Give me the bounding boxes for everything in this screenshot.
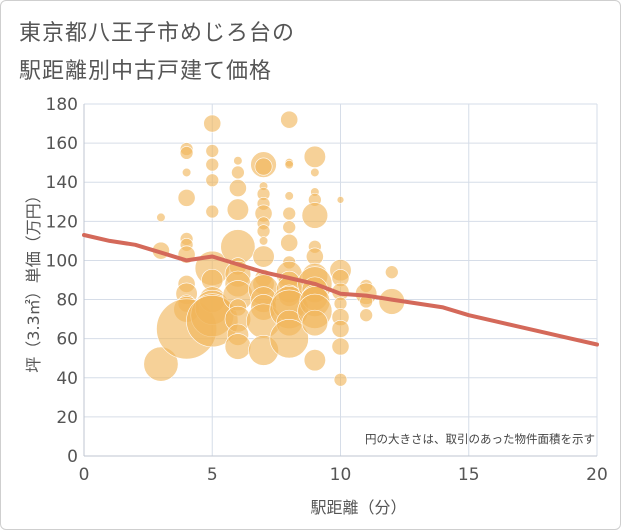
bubble-point	[331, 319, 350, 338]
x-tick-label: 10	[330, 465, 352, 485]
bubble-point	[256, 224, 271, 238]
bubble-point	[303, 145, 326, 168]
y-tick-label: 100	[46, 251, 78, 271]
bubble-point	[177, 188, 196, 207]
bubble-point	[203, 114, 222, 133]
bubble-point	[301, 309, 329, 337]
y-tick-label: 80	[56, 291, 78, 311]
bubble-point	[331, 337, 350, 356]
x-tick-labels: 0 5 10 15 20	[79, 465, 608, 485]
bubble-point	[284, 160, 294, 170]
bubble-point	[282, 220, 296, 234]
bubble-point	[205, 144, 220, 158]
bubble-point	[179, 146, 194, 160]
bubble-point	[269, 319, 309, 359]
x-tick-label: 20	[586, 465, 608, 485]
bubble-point	[280, 233, 299, 252]
bubble-layer	[143, 110, 405, 387]
bubble-point	[252, 245, 275, 268]
bubble-point	[305, 247, 324, 266]
bubble-point	[280, 110, 299, 129]
y-axis-title: 坪（3.3㎡）単価（万円）	[24, 187, 43, 372]
x-axis-title: 駅距離（分）	[310, 498, 406, 517]
bubble-point	[333, 296, 348, 311]
y-tick-label: 0	[67, 447, 78, 467]
bubble-point	[205, 157, 220, 172]
bubble-point	[359, 308, 373, 322]
y-tick-label: 160	[46, 134, 78, 154]
bubble-point	[205, 204, 220, 219]
y-tick-label: 140	[46, 173, 78, 193]
bubble-point	[182, 167, 192, 178]
bubble-point	[303, 349, 326, 372]
bubble-point	[226, 198, 249, 221]
bubble-point	[205, 173, 220, 188]
x-tick-label: 15	[458, 465, 480, 485]
x-tick-label: 5	[207, 465, 218, 485]
bubble-size-note: 円の大きさは、取引のあった物件面積を示す	[365, 432, 595, 446]
bubble-point	[301, 202, 329, 229]
y-tick-labels: 0 20 40 60 80 100 120 140 160 180	[46, 95, 78, 467]
bubble-point	[385, 265, 399, 279]
bubble-point	[233, 156, 243, 166]
y-tick-label: 40	[56, 369, 78, 389]
bubble-point	[336, 196, 345, 204]
y-tick-label: 180	[46, 95, 78, 115]
bubble-point	[156, 212, 166, 223]
bubble-point	[258, 236, 269, 246]
bubble-point	[231, 165, 245, 180]
y-tick-label: 120	[46, 212, 78, 232]
y-tick-label: 60	[56, 330, 78, 350]
bubble-point	[310, 167, 320, 178]
bubble-point	[228, 179, 247, 197]
bubble-point	[254, 157, 273, 176]
bubble-point	[333, 372, 348, 387]
bubble-point	[284, 191, 294, 201]
y-tick-label: 20	[56, 408, 78, 428]
chart-title-line2: 駅距離別中古戸建て価格	[19, 59, 273, 84]
trend-line	[82, 233, 599, 347]
bubble-point	[143, 346, 179, 382]
bubble-point	[282, 206, 296, 221]
bubble-point	[224, 333, 252, 360]
x-tick-label: 0	[79, 465, 90, 485]
chart-title-line1: 東京都八王子市めじろ台の	[19, 21, 296, 46]
